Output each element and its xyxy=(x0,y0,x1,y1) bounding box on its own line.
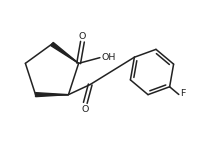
Text: O: O xyxy=(78,32,86,41)
Polygon shape xyxy=(51,42,78,63)
Text: OH: OH xyxy=(101,53,116,62)
Text: O: O xyxy=(81,105,89,114)
Text: F: F xyxy=(179,89,184,98)
Polygon shape xyxy=(35,93,68,97)
